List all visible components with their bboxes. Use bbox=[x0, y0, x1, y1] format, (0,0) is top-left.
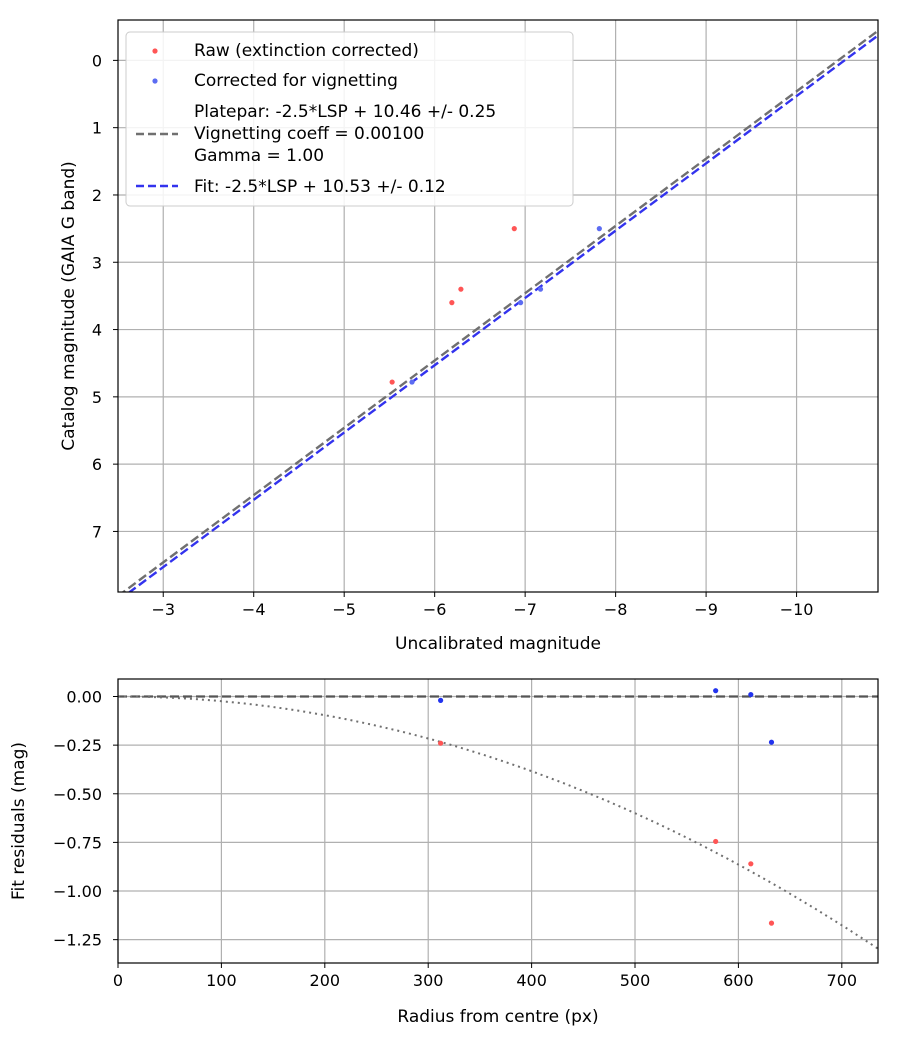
raw-residual-point bbox=[713, 838, 719, 845]
bottom-xtick-label: 100 bbox=[206, 971, 237, 990]
top-xtick-label: −10 bbox=[780, 600, 814, 619]
top-xtick-label: −4 bbox=[242, 600, 266, 619]
top-lines bbox=[121, 29, 878, 592]
bottom-grid bbox=[117, 679, 878, 963]
legend-label-corrected: Corrected for vignetting bbox=[194, 71, 398, 91]
corrected-point bbox=[537, 286, 544, 292]
bottom-ytick-label: −1.00 bbox=[53, 882, 102, 901]
top-y-axis-label: Catalog magnitude (GAIA G band) bbox=[59, 161, 79, 451]
bottom-xtick-label: 0 bbox=[113, 971, 123, 990]
corrected-residual-point bbox=[438, 697, 444, 703]
bottom-xticks: 0 100 200 300 400 500 600 700 bbox=[113, 963, 857, 990]
vignetting-curve bbox=[118, 695, 878, 950]
raw-residual-point bbox=[768, 920, 775, 926]
top-plot-frame bbox=[117, 19, 879, 593]
top-ytick-label: 0 bbox=[92, 51, 102, 70]
bottom-yticks: 0.00 −0.25 −0.50 −0.75 −1.00 −1.25 bbox=[53, 688, 118, 950]
legend-label-fit: Fit: -2.5*LSP + 10.53 +/- 0.12 bbox=[194, 177, 446, 197]
bottom-xtick-label: 200 bbox=[310, 971, 341, 990]
bottom-xtick-label: 600 bbox=[723, 971, 754, 990]
bottom-xtick-label: 300 bbox=[413, 971, 444, 990]
top-xtick-label: −3 bbox=[151, 600, 175, 619]
bottom-xtick-label: 400 bbox=[516, 971, 547, 990]
legend: Raw (extinction corrected) Corrected for… bbox=[125, 31, 574, 207]
bottom-points bbox=[438, 688, 775, 926]
top-x-axis-label: Uncalibrated magnitude bbox=[395, 634, 601, 654]
bottom-ytick-label: −0.25 bbox=[53, 736, 102, 755]
top-ytick-label: 4 bbox=[92, 321, 102, 340]
bottom-ytick-label: −0.50 bbox=[53, 785, 102, 804]
bottom-y-axis-label: Fit residuals (mag) bbox=[9, 742, 29, 900]
top-ytick-label: 3 bbox=[92, 253, 102, 272]
corrected-residual-point bbox=[713, 688, 719, 694]
top-ytick-label: 7 bbox=[92, 522, 102, 541]
corrected-point bbox=[409, 379, 415, 385]
raw-point bbox=[458, 286, 464, 292]
legend-marker-corrected bbox=[152, 78, 158, 84]
top-ytick-label: 1 bbox=[92, 119, 102, 138]
legend-marker-raw bbox=[152, 48, 158, 54]
fit-line bbox=[127, 34, 878, 592]
bottom-xtick-label: 700 bbox=[827, 971, 858, 990]
legend-label-platepar-line1: Platepar: -2.5*LSP + 10.46 +/- 0.25 bbox=[194, 102, 496, 122]
platepar-line bbox=[121, 29, 878, 592]
top-xtick-label: −6 bbox=[423, 600, 447, 619]
legend-label-raw: Raw (extinction corrected) bbox=[194, 41, 419, 61]
raw-point bbox=[511, 226, 517, 232]
raw-point bbox=[389, 379, 395, 385]
bottom-x-axis-label: Radius from centre (px) bbox=[397, 1007, 598, 1027]
bottom-lines bbox=[118, 695, 878, 950]
raw-residual-point bbox=[438, 740, 444, 746]
bottom-xtick-label: 500 bbox=[620, 971, 651, 990]
raw-point bbox=[449, 300, 455, 306]
bottom-ytick-label: 0.00 bbox=[66, 688, 102, 707]
top-panel: −3 −4 −5 −6 −7 −8 −9 −10 0 1 2 3 4 5 6 7 Uncalibrated … bbox=[59, 19, 879, 654]
bottom-ytick-label: −1.25 bbox=[53, 931, 102, 950]
top-ytick-label: 6 bbox=[92, 455, 102, 474]
top-xtick-label: −7 bbox=[513, 600, 537, 619]
top-ytick-label: 2 bbox=[92, 186, 102, 205]
top-xtick-label: −9 bbox=[694, 600, 718, 619]
top-xticks: −3 −4 −5 −6 −7 −8 −9 −10 bbox=[151, 592, 813, 619]
legend-label-platepar-line2: Vignetting coeff = 0.00100 bbox=[194, 124, 424, 144]
legend-frame bbox=[125, 31, 574, 207]
legend-label-platepar-line3: Gamma = 1.00 bbox=[194, 146, 324, 166]
corrected-residual-point bbox=[748, 691, 754, 698]
top-ytick-label: 5 bbox=[92, 388, 102, 407]
bottom-ytick-label: −0.75 bbox=[53, 833, 102, 852]
corrected-point bbox=[596, 226, 602, 232]
corrected-residual-point bbox=[768, 739, 775, 745]
bottom-panel: 0 100 200 300 400 500 600 700 0.00 −0.25 −0.50 −0.… bbox=[9, 678, 879, 1027]
bottom-plot-frame bbox=[117, 678, 879, 964]
top-xtick-label: −8 bbox=[604, 600, 628, 619]
corrected-point bbox=[518, 300, 524, 306]
top-points bbox=[389, 226, 602, 385]
top-yticks: 0 1 2 3 4 5 6 7 bbox=[92, 51, 118, 541]
raw-residual-point bbox=[748, 861, 754, 867]
top-xtick-label: −5 bbox=[332, 600, 356, 619]
